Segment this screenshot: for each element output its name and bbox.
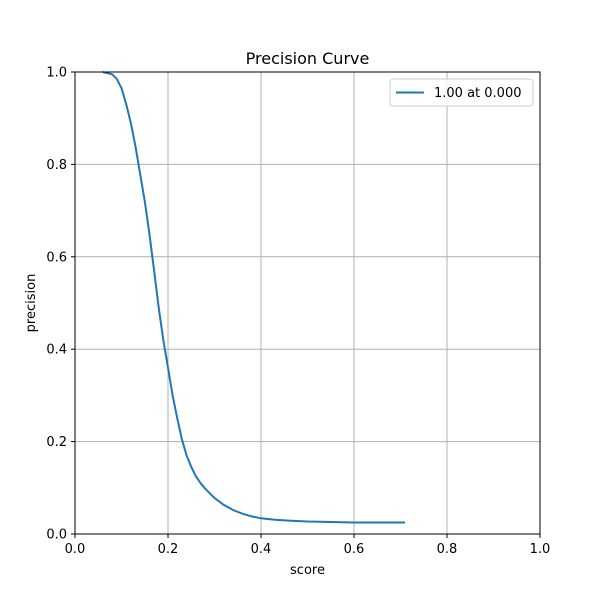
y-axis-ticks: 0.0 0.2 0.4 0.6 0.8 1.0	[46, 66, 75, 543]
y-tick-label: 1.0	[46, 66, 67, 81]
legend: 1.00 at 0.000	[389, 78, 534, 107]
x-axis-ticks: 0.0 0.2 0.4 0.6 0.8 1.0	[65, 534, 551, 557]
y-tick-label: 0.6	[46, 250, 67, 265]
chart-title: Precision Curve	[246, 49, 370, 68]
x-tick-label: 0.6	[344, 542, 365, 557]
legend-box	[389, 78, 534, 107]
legend-entry: 1.00 at 0.000	[434, 86, 522, 101]
x-tick-label: 1.0	[530, 542, 551, 557]
x-tick-label: 0.4	[251, 542, 272, 557]
series-layer	[102, 71, 406, 524]
x-tick-label: 0.8	[437, 542, 458, 557]
y-tick-label: 0.0	[46, 528, 67, 543]
y-tick-label: 0.8	[46, 158, 67, 173]
grid-lines	[74, 71, 541, 535]
x-tick-label: 0.2	[158, 542, 179, 557]
x-axis-label: score	[290, 563, 325, 578]
y-axis-label: precision	[24, 274, 39, 333]
series-line	[102, 71, 406, 524]
plot-frame	[74, 71, 541, 535]
x-tick-label: 0.0	[65, 542, 86, 557]
y-tick-label: 0.4	[46, 343, 67, 358]
y-tick-label: 0.2	[46, 435, 67, 450]
